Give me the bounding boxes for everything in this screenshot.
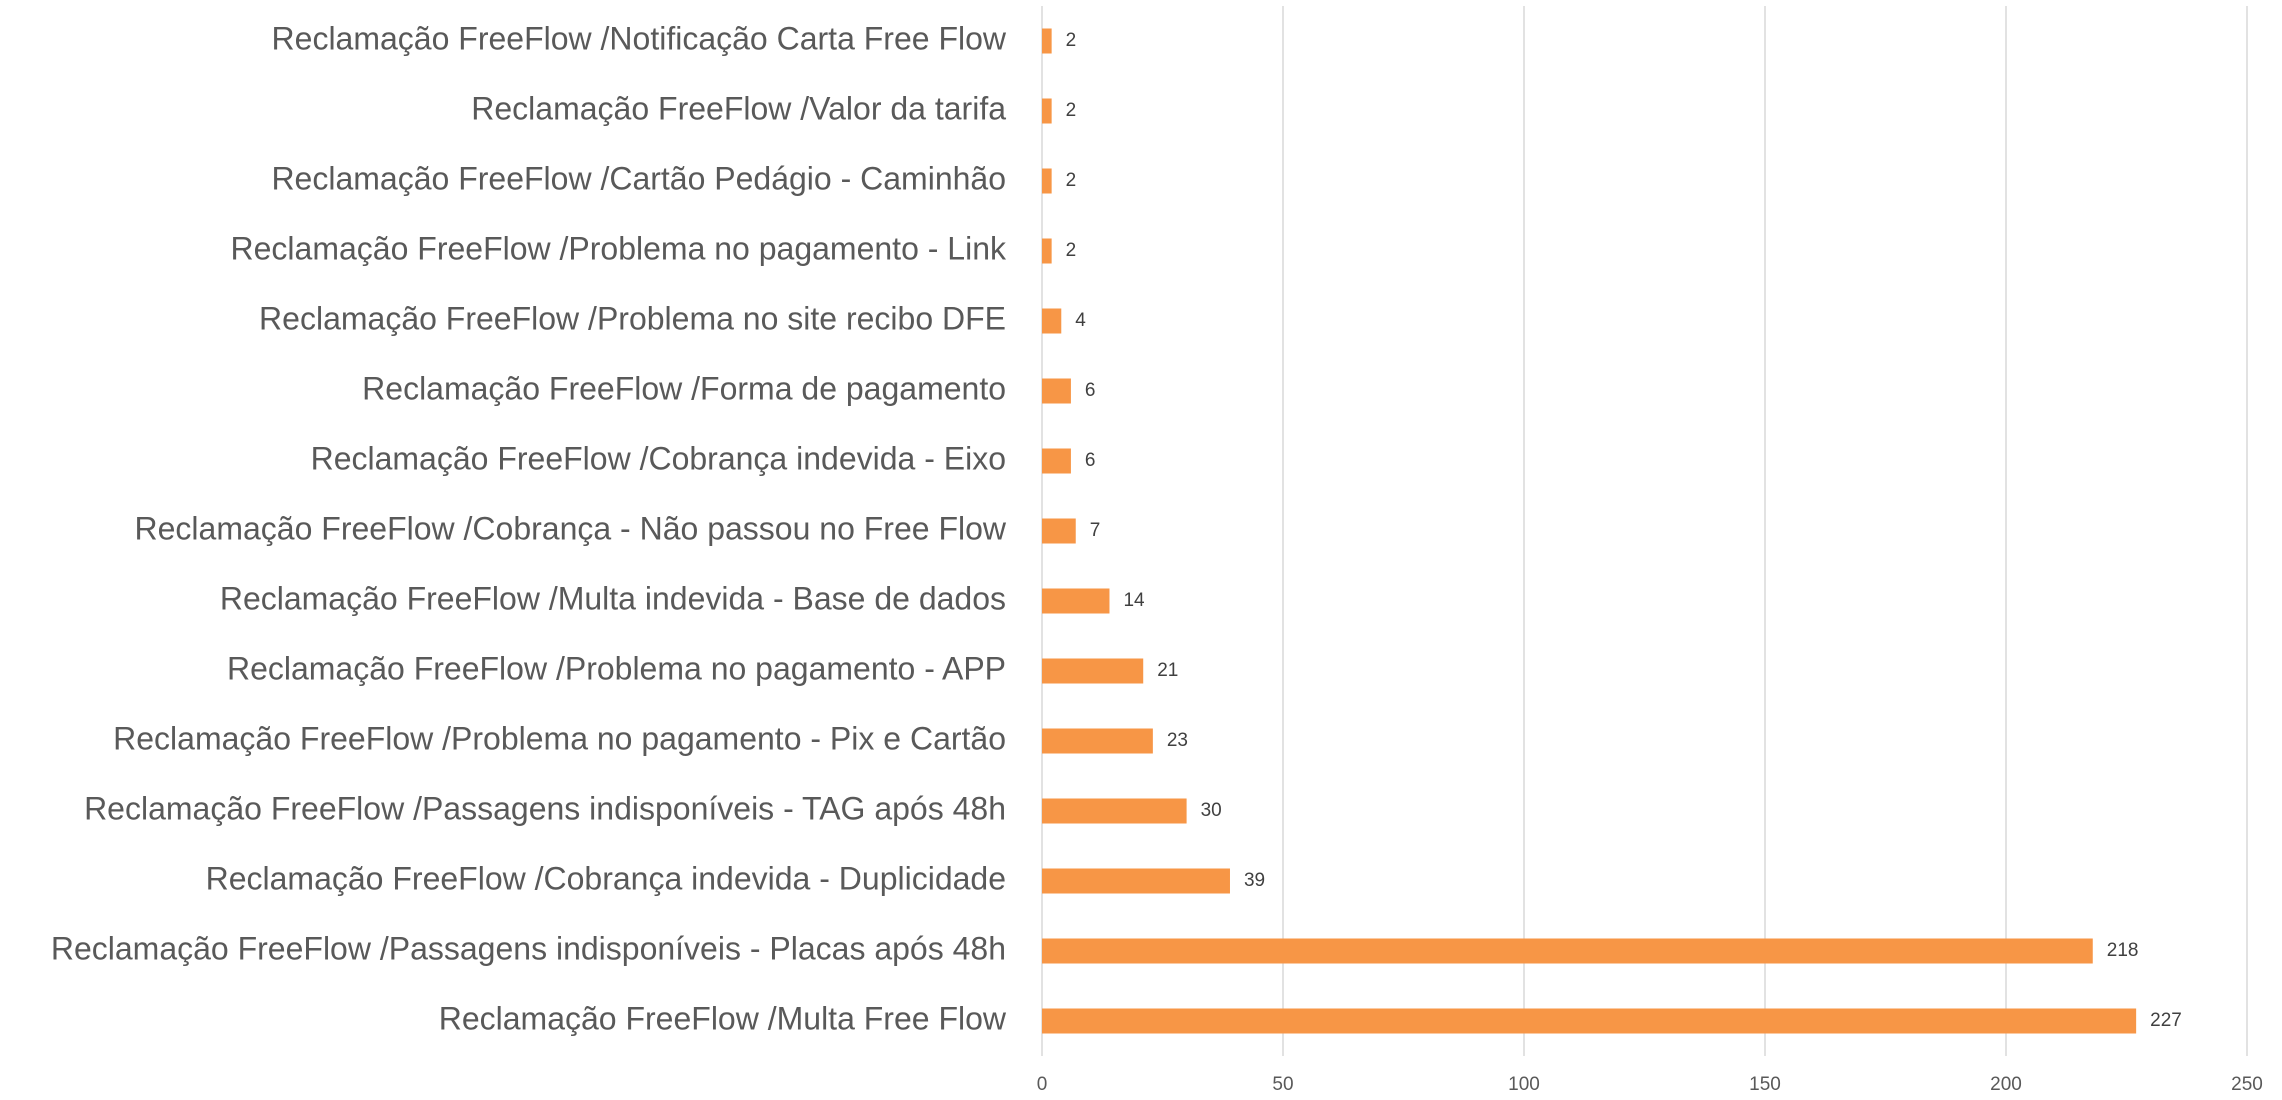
bar [1042,448,1071,474]
data-label: 7 [1090,520,1101,541]
y-tick-label: Reclamação FreeFlow /Cartão Pedágio - Ca… [271,160,1006,196]
bar [1042,378,1071,404]
data-label: 2 [1066,30,1077,51]
data-label: 2 [1066,170,1077,191]
bar [1042,728,1153,754]
x-tick-label: 150 [1749,1074,1781,1095]
data-label: 6 [1085,380,1096,401]
data-label: 30 [1201,800,1222,821]
data-label: 2 [1066,100,1077,121]
data-label: 4 [1075,310,1086,331]
y-tick-label: Reclamação FreeFlow /Notificação Carta F… [272,20,1007,56]
data-label: 39 [1244,870,1265,891]
y-tick-label: Reclamação FreeFlow /Cobrança indevida -… [311,440,1006,476]
y-tick-label: Reclamação FreeFlow /Valor da tarifa [471,90,1006,126]
bar [1042,868,1230,894]
bar [1042,98,1052,124]
x-tick-label: 0 [1037,1074,1048,1095]
y-tick-label: Reclamação FreeFlow /Problema no site re… [259,300,1006,336]
data-label: 2 [1066,240,1077,261]
bar [1042,938,2093,964]
y-tick-label: Reclamação FreeFlow /Cobrança indevida -… [206,860,1006,896]
y-tick-label: Reclamação FreeFlow /Forma de pagamento [362,370,1006,406]
x-tick-label: 50 [1272,1074,1293,1095]
y-tick-label: Reclamação FreeFlow /Problema no pagamen… [113,720,1006,756]
data-label: 14 [1123,590,1145,611]
y-tick-label: Reclamação FreeFlow /Passagens indisponí… [51,930,1006,966]
y-tick-label: Reclamação FreeFlow /Problema no pagamen… [231,230,1007,266]
y-tick-label: Reclamação FreeFlow /Multa Free Flow [439,1000,1007,1036]
data-label: 23 [1167,730,1188,751]
data-label: 227 [2150,1010,2182,1031]
data-label: 218 [2107,940,2139,961]
bar [1042,308,1062,334]
x-tick-label: 100 [1508,1074,1540,1095]
y-tick-label: Reclamação FreeFlow /Cobrança - Não pass… [135,510,1007,546]
bar [1042,28,1052,54]
bar [1042,798,1187,824]
y-tick-label: Reclamação FreeFlow /Problema no pagamen… [227,650,1006,686]
y-tick-label: Reclamação FreeFlow /Passagens indisponí… [84,790,1006,826]
x-tick-label: 250 [2231,1074,2263,1095]
bar [1042,658,1144,684]
y-tick-label: Reclamação FreeFlow /Multa indevida - Ba… [220,580,1006,616]
bar [1042,1008,2137,1034]
x-tick-label: 200 [1990,1074,2022,1095]
data-label: 21 [1157,660,1178,681]
bar [1042,238,1052,264]
bar [1042,588,1110,614]
data-label: 6 [1085,450,1096,471]
bar [1042,518,1076,544]
bar [1042,168,1052,194]
